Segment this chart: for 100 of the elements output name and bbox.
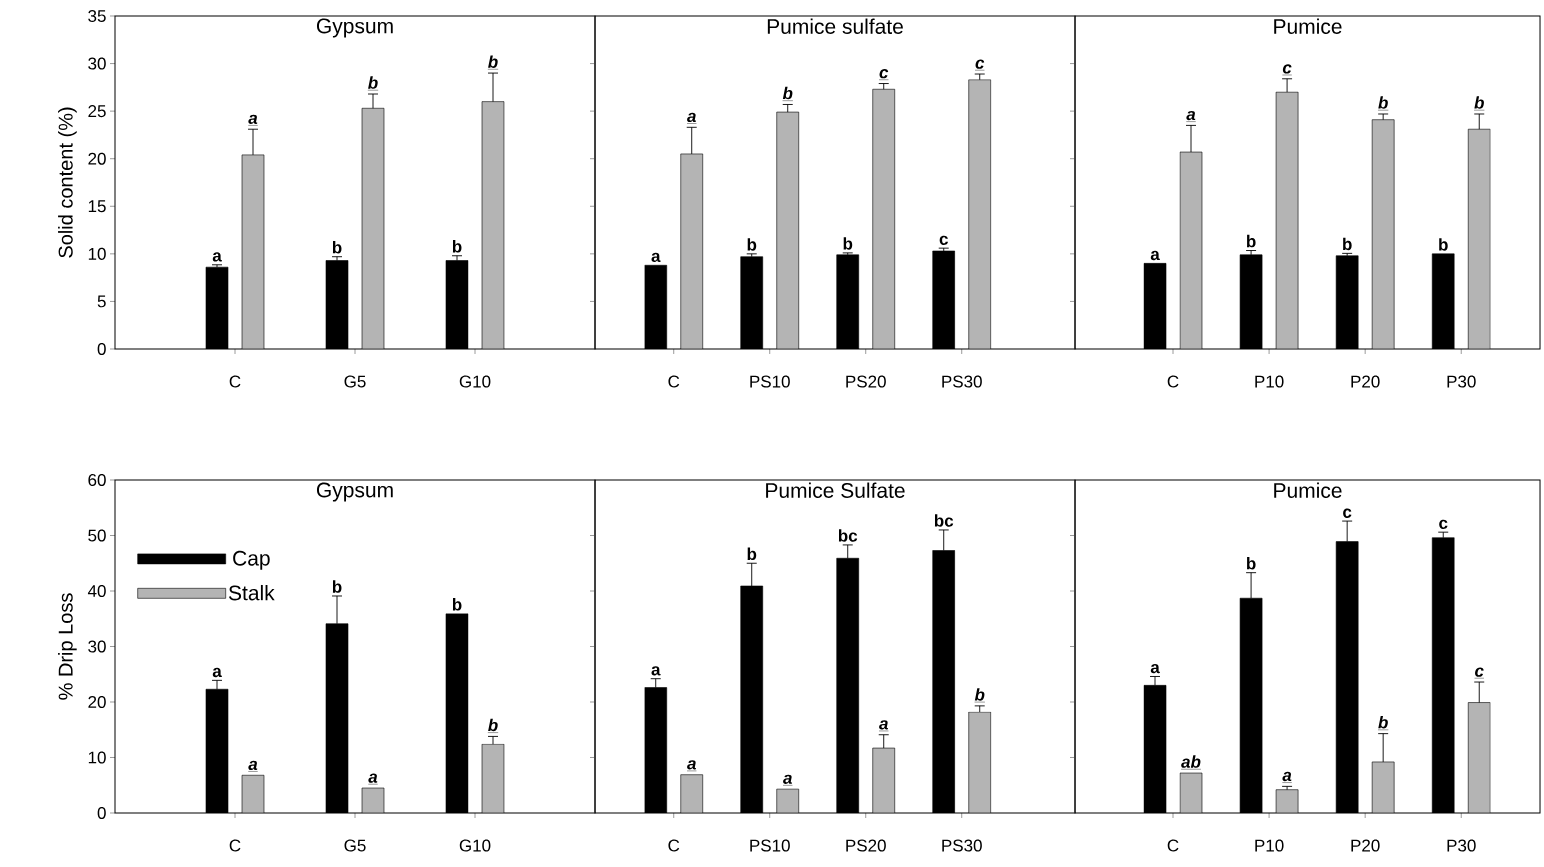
data-label: a	[687, 112, 696, 123]
data-label: b	[332, 241, 342, 254]
data-label: b	[452, 598, 462, 611]
chart-title: Gypsum	[316, 18, 393, 38]
bar	[361, 107, 385, 349]
y-tick-label: 25	[88, 105, 106, 118]
data-label: b	[452, 240, 462, 253]
y-tick-label: 30	[88, 57, 106, 70]
bar	[481, 101, 505, 349]
x-tick-label: P20	[1351, 839, 1380, 852]
bar	[680, 153, 704, 349]
x-tick-label: P30	[1447, 375, 1476, 388]
data-label: c	[975, 59, 985, 69]
x-tick-label: PS20	[846, 839, 886, 852]
x-tick-label: C	[668, 375, 680, 388]
data-label: a	[248, 760, 258, 771]
data-label: c	[1475, 667, 1484, 677]
data-label: c	[1343, 508, 1352, 518]
data-label: a	[212, 252, 222, 262]
data-label: bc	[838, 529, 858, 542]
x-tick-label: PS20	[846, 375, 886, 388]
data-label: a	[1186, 110, 1196, 121]
data-label: a	[1150, 250, 1160, 261]
y-tick-label: 10	[88, 247, 106, 260]
x-tick-label: PS10	[750, 375, 790, 388]
x-tick-label: G5	[344, 839, 366, 852]
data-label: b	[1247, 557, 1256, 570]
data-label: b	[1439, 238, 1448, 251]
x-tick-label: PS30	[942, 839, 982, 852]
y-tick-label: 40	[87, 584, 106, 598]
data-label: b	[782, 86, 793, 100]
data-label: c	[1282, 64, 1292, 74]
data-label: ab	[1181, 755, 1201, 768]
x-tick-label: C	[1167, 839, 1179, 852]
x-tick-label: C	[229, 375, 241, 388]
data-label: b	[488, 718, 498, 732]
data-label: c	[879, 69, 889, 79]
data-label: bc	[934, 514, 954, 527]
chart-title: Pumice	[1274, 18, 1342, 34]
x-tick-label: C	[1167, 375, 1179, 388]
x-tick-label: PS30	[942, 375, 982, 388]
x-tick-label: P10	[1255, 839, 1284, 852]
data-label: a	[248, 114, 258, 125]
x-tick-label: P30	[1447, 839, 1476, 852]
chart-title: Gypsum	[316, 482, 393, 502]
bar	[872, 88, 896, 349]
bar	[776, 111, 800, 349]
legend-label: Cap	[233, 550, 270, 570]
data-label: b	[974, 688, 985, 701]
data-label: a	[687, 760, 696, 770]
data-label: a	[1282, 771, 1292, 782]
data-label: b	[1343, 237, 1352, 251]
y-tick-label: 5	[97, 295, 106, 308]
data-label: b	[368, 76, 378, 89]
chart-title: Pumice Sulfate	[766, 482, 905, 498]
y-tick-label: 35	[88, 9, 106, 23]
data-label: b	[1378, 96, 1388, 109]
y-axis-title: Solid content (%)	[58, 107, 77, 258]
data-label: a	[212, 667, 222, 678]
y-tick-label: 50	[88, 529, 106, 542]
y-tick-label: 15	[88, 200, 106, 213]
data-label: a	[879, 720, 888, 730]
y-tick-label: 30	[88, 640, 106, 653]
bar	[968, 711, 992, 813]
data-label: b	[488, 55, 498, 68]
x-tick-label: PS10	[750, 839, 790, 852]
data-label: c	[939, 235, 948, 245]
y-tick-label: 20	[88, 695, 106, 709]
y-tick-label: 0	[97, 342, 106, 356]
chart-title: Pumice	[1274, 482, 1342, 498]
legend-label: Stalk	[228, 584, 275, 601]
y-tick-label: 20	[88, 152, 106, 165]
bar	[968, 79, 992, 349]
x-tick-label: P20	[1351, 375, 1380, 388]
data-label: a	[1150, 663, 1160, 674]
data-label: a	[651, 666, 661, 676]
data-label: b	[747, 238, 757, 251]
x-tick-label: C	[229, 839, 241, 852]
y-tick-label: 0	[97, 806, 106, 820]
data-label: a	[368, 773, 378, 783]
x-tick-label: G10	[459, 375, 491, 388]
data-label: b	[843, 237, 853, 250]
chart-title: Pumice sulfate	[767, 18, 903, 34]
y-tick-label: 10	[88, 751, 106, 764]
bar	[241, 154, 265, 349]
data-label: c	[1439, 519, 1448, 529]
bar	[680, 774, 704, 813]
y-axis-title: % Drip Loss	[58, 593, 77, 700]
x-tick-label: G5	[344, 375, 366, 388]
x-tick-label: G10	[459, 839, 491, 852]
x-tick-label: C	[668, 839, 680, 852]
y-tick-label: 60	[88, 473, 106, 487]
data-label: b	[332, 580, 342, 593]
data-label: b	[747, 547, 757, 561]
x-tick-label: P10	[1255, 375, 1284, 388]
data-label: b	[1247, 234, 1256, 248]
data-label: a	[651, 252, 661, 263]
data-label: b	[1474, 96, 1484, 109]
data-label: a	[783, 774, 792, 784]
bar	[872, 747, 896, 813]
